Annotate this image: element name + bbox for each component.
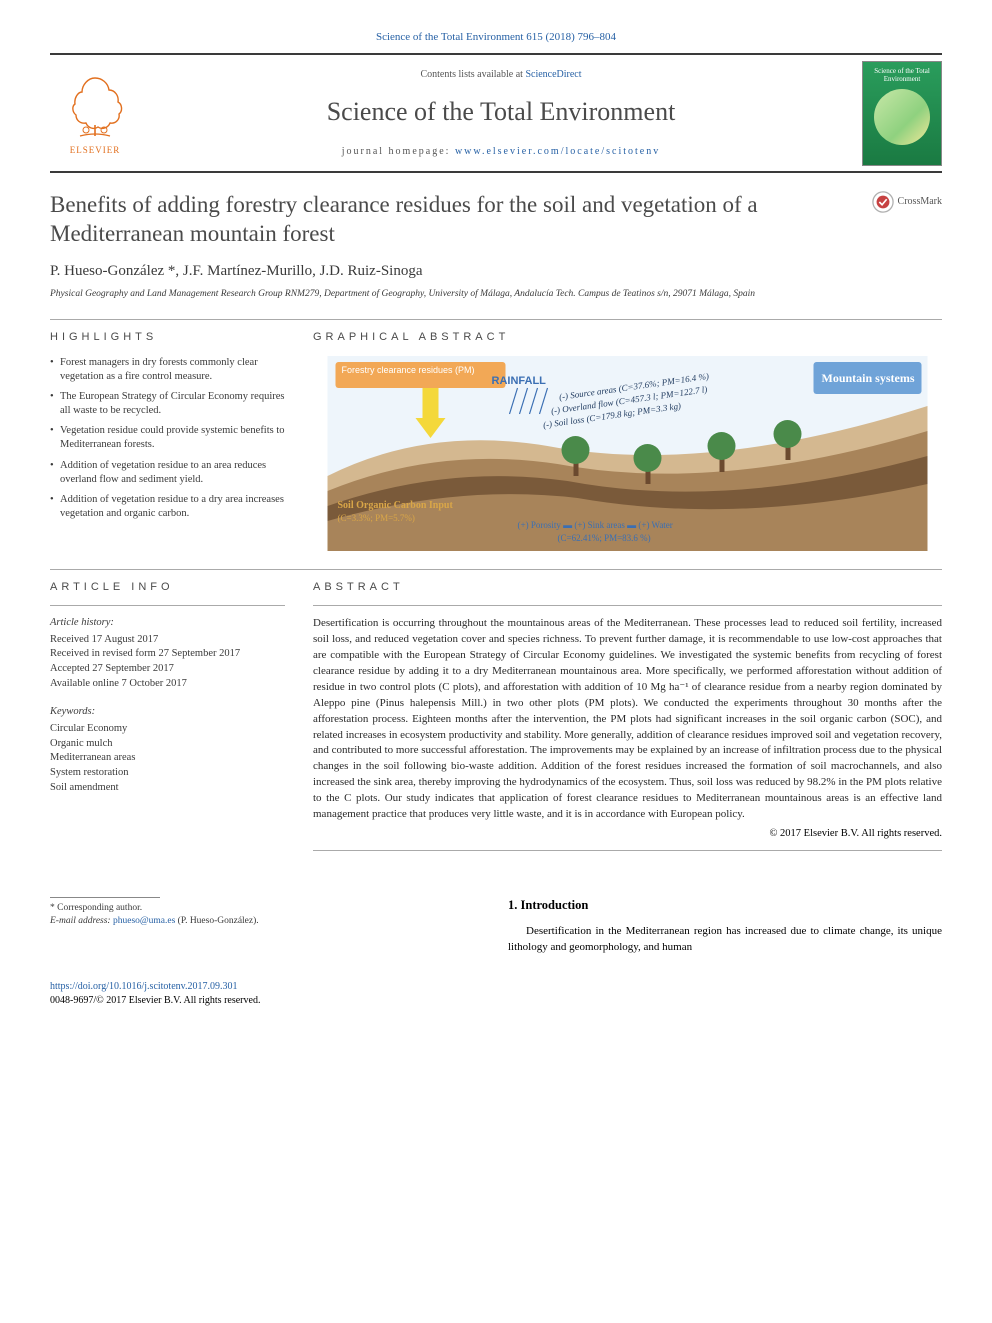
ga-bottom-values: (C=62.41%; PM=83.6 %) [558,533,651,543]
abstract-text: Desertification is occurring throughout … [313,616,942,823]
elsevier-wordmark: ELSEVIER [70,144,121,157]
divider [50,319,942,320]
corresponding-label: * Corresponding author. [50,902,480,915]
article-info-heading: ARTICLE INFO [50,580,285,595]
ga-bottom-line: (+) Porosity ▬ (+) Sink areas ▬ (+) Wate… [518,520,673,530]
keyword: System restoration [50,766,285,781]
journal-homepage-link[interactable]: www.elsevier.com/locate/scitotenv [455,146,660,157]
affiliation: Physical Geography and Land Management R… [50,288,942,301]
keyword: Circular Economy [50,722,285,737]
introduction-paragraph: Desertification in the Mediterranean reg… [508,924,942,956]
divider [50,605,285,606]
divider [313,605,942,606]
introduction-heading: 1. Introduction [508,897,942,915]
highlight-item: Vegetation residue could provide systemi… [50,424,285,452]
ga-badge-right: Mountain systems [822,371,915,385]
keywords-label: Keywords: [50,705,285,720]
article-history-label: Article history: [50,616,285,631]
crossmark-label: CrossMark [898,195,942,209]
running-header-citation: Science of the Total Environment 615 (20… [50,30,942,45]
article-online: Available online 7 October 2017 [50,677,285,692]
journal-name: Science of the Total Environment [140,94,862,130]
doi-footer: https://doi.org/10.1016/j.scitotenv.2017… [50,980,942,1008]
keyword: Organic mulch [50,737,285,752]
highlights-list: Forest managers in dry forests commonly … [50,356,285,522]
corresponding-author-footnote: * Corresponding author. E-mail address: … [50,902,480,929]
ga-rainfall-label: RAINFALL [492,375,547,387]
graphical-abstract-svg: Forestry clearance residues (PM) RAINFAL… [313,356,942,551]
corresponding-email-link[interactable]: phueso@uma.es [113,916,175,926]
cover-thumb-graphic [874,89,930,145]
keywords-list: Circular Economy Organic mulch Mediterra… [50,722,285,795]
graphical-abstract-figure: Forestry clearance residues (PM) RAINFAL… [313,356,942,551]
email-attribution: (P. Hueso-González). [175,916,258,926]
doi-link[interactable]: https://doi.org/10.1016/j.scitotenv.2017… [50,981,238,992]
article-accepted: Accepted 27 September 2017 [50,662,285,677]
graphical-abstract-heading: GRAPHICAL ABSTRACT [313,330,942,345]
article-received: Received 17 August 2017 [50,633,285,648]
ga-soc-values: (C=3.3%; PM=5.7%) [338,513,415,523]
article-title: Benefits of adding forestry clearance re… [50,191,810,249]
crossmark-badge[interactable]: CrossMark [872,191,942,213]
author-list: P. Hueso-González *, J.F. Martínez-Muril… [50,261,942,282]
ga-badge-left: Forestry clearance residues (PM) [342,365,475,375]
cover-thumb-title: Science of the Total Environment [863,68,941,83]
journal-header: ELSEVIER Contents lists available at Sci… [50,53,942,173]
highlights-heading: HIGHLIGHTS [50,330,285,345]
email-label: E-mail address: [50,916,113,926]
keyword: Mediterranean areas [50,751,285,766]
highlight-item: Addition of vegetation residue to a dry … [50,493,285,521]
journal-homepage-label: journal homepage: [342,146,455,157]
footnote-divider [50,897,160,898]
ga-soc-label: Soil Organic Carbon Input [338,500,454,511]
journal-header-center: Contents lists available at ScienceDirec… [140,68,862,158]
issn-copyright: 0048-9697/© 2017 Elsevier B.V. All right… [50,995,260,1006]
divider [313,850,942,851]
highlight-item: Addition of vegetation residue to an are… [50,459,285,487]
elsevier-tree-icon [60,70,130,140]
contents-lists-label: Contents lists available at [420,69,525,80]
highlight-item: Forest managers in dry forests commonly … [50,356,285,384]
sciencedirect-link[interactable]: ScienceDirect [525,69,581,80]
keyword: Soil amendment [50,781,285,796]
article-revised: Received in revised form 27 September 20… [50,647,285,662]
divider [50,569,942,570]
highlight-item: The European Strategy of Circular Econom… [50,390,285,418]
elsevier-logo: ELSEVIER [50,63,140,163]
contents-lists-line: Contents lists available at ScienceDirec… [140,68,862,82]
abstract-heading: ABSTRACT [313,580,942,595]
journal-homepage-line: journal homepage: www.elsevier.com/locat… [140,145,862,159]
abstract-copyright: © 2017 Elsevier B.V. All rights reserved… [313,827,942,842]
journal-cover-thumbnail: Science of the Total Environment [862,61,942,166]
crossmark-icon [872,191,894,213]
